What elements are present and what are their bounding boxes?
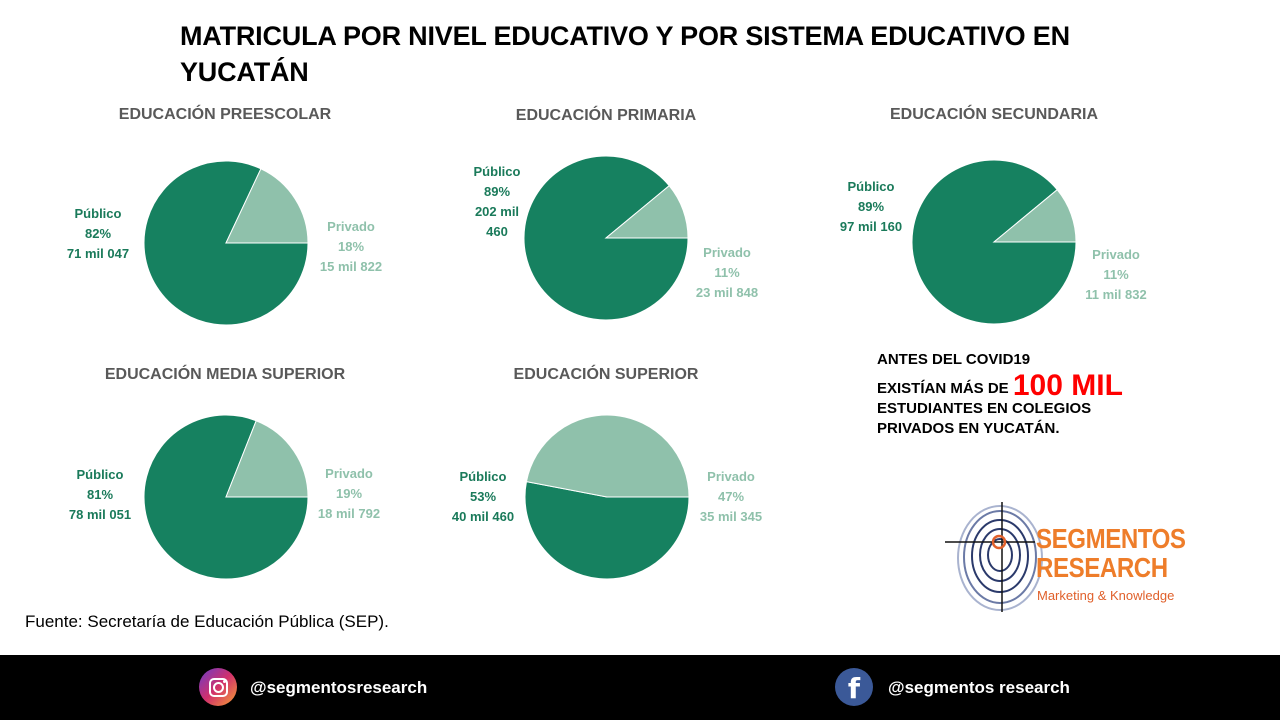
note-line2: EXISTÍAN MÁS DE 100 MIL [877, 371, 1123, 401]
slice-privado-media-superior [225, 420, 308, 498]
label-name: Privado [325, 466, 373, 481]
label-percent: 89% [483, 184, 511, 199]
fingerprint-logo-icon [945, 502, 1043, 612]
note-line1: ANTES DEL COVID19 [877, 351, 1031, 368]
chart-title-primaria: EDUCACIÓN PRIMARIA [515, 107, 697, 124]
slice-privado-preescolar [225, 168, 308, 244]
label-percent: 47% [717, 489, 745, 504]
label-publico-preescolar: Público 82% 71 mil 047 [67, 204, 129, 264]
label-publico-media-superior: Público 81% 78 mil 051 [69, 465, 131, 525]
footer-bar [0, 655, 1280, 720]
chart-title-secundaria: EDUCACIÓN SECUNDARIA [889, 106, 1099, 123]
label-amount: 97 mil 160 [839, 219, 903, 234]
slice-publico-superior [525, 481, 689, 579]
note-line2-prefix: EXISTÍAN MÁS DE [877, 380, 1009, 397]
pie-primaria [524, 156, 688, 320]
label-privado-superior: Privado 47% 35 mil 345 [700, 467, 762, 527]
label-percent: 89% [857, 199, 885, 214]
label-name: Privado [703, 245, 751, 260]
facebook-handle-link[interactable]: @segmentos research [888, 678, 1070, 697]
label-amount: 18 mil 792 [317, 506, 381, 521]
pie-media-superior [144, 415, 308, 579]
label-percent: 53% [469, 489, 497, 504]
chart-title-preescolar: EDUCACIÓN PREESCOLAR [118, 106, 332, 123]
pie-secundaria [912, 160, 1076, 324]
label-privado-primaria: Privado 11% 23 mil 848 [696, 243, 758, 303]
label-percent: 82% [84, 226, 112, 241]
label-amount: 71 mil 047 [66, 246, 130, 261]
label-name: Privado [327, 219, 375, 234]
label-amount: 23 mil 848 [695, 285, 759, 300]
label-privado-secundaria: Privado 11% 11 mil 832 [1085, 245, 1146, 305]
label-name: Público [74, 206, 122, 221]
label-name: Privado [1092, 247, 1140, 262]
pie-superior [525, 415, 689, 579]
logo-line1: SEGMENTOS [1036, 523, 1186, 554]
label-amount: 15 mil 822 [319, 259, 383, 274]
label-name: Público [847, 179, 895, 194]
page-title: MATRICULA POR NIVEL EDUCATIVO Y POR SIST… [180, 21, 1070, 87]
logo-line2: RESEARCH [1036, 552, 1168, 583]
slice-publico-media-superior [144, 415, 308, 579]
pie-preescolar [144, 161, 308, 325]
label-amount: 202 mil 460 [474, 204, 520, 239]
covid-note: ANTES DEL COVID19 EXISTÍAN MÁS DE 100 MI… [877, 350, 1123, 439]
label-publico-superior: Público 53% 40 mil 460 [452, 467, 514, 527]
label-amount: 11 mil 832 [1085, 287, 1147, 302]
label-percent: 81% [86, 487, 114, 502]
chart-title-superior: EDUCACIÓN SUPERIOR [513, 366, 699, 383]
label-percent: 19% [335, 486, 363, 501]
label-name: Público [459, 469, 507, 484]
note-highlight: 100 MIL [1012, 369, 1123, 402]
logo-text: SEGMENTOS RESEARCH [1036, 524, 1186, 582]
note-line3: ESTUDIANTES EN COLEGIOS [877, 400, 1092, 417]
label-percent: 18% [337, 239, 365, 254]
label-amount: 35 mil 345 [699, 509, 763, 524]
label-amount: 78 mil 051 [68, 507, 132, 522]
source-note: Fuente: Secretaría de Educación Pública … [25, 612, 389, 631]
label-percent: 11% [714, 265, 740, 280]
label-privado-preescolar: Privado 18% 15 mil 822 [320, 217, 382, 277]
slice-privado-superior [525, 415, 689, 498]
chart-title-media-superior: EDUCACIÓN MEDIA SUPERIOR [104, 366, 346, 383]
label-name: Privado [707, 469, 755, 484]
label-name: Público [473, 164, 521, 179]
instagram-icon[interactable] [199, 668, 237, 706]
label-percent: 11% [1103, 267, 1129, 282]
label-amount: 40 mil 460 [451, 509, 515, 524]
label-publico-secundaria: Público 89% 97 mil 160 [840, 177, 902, 237]
label-publico-primaria: Público 89% 202 mil 460 [467, 162, 527, 242]
note-line4: PRIVADOS EN YUCATÁN. [877, 420, 1060, 437]
label-name: Público [76, 467, 124, 482]
instagram-handle-link[interactable]: @segmentosresearch [250, 678, 428, 697]
label-privado-media-superior: Privado 19% 18 mil 792 [318, 464, 380, 524]
facebook-icon[interactable]: f [835, 668, 873, 706]
logo-tagline: Marketing & Knowledge [1037, 588, 1175, 603]
